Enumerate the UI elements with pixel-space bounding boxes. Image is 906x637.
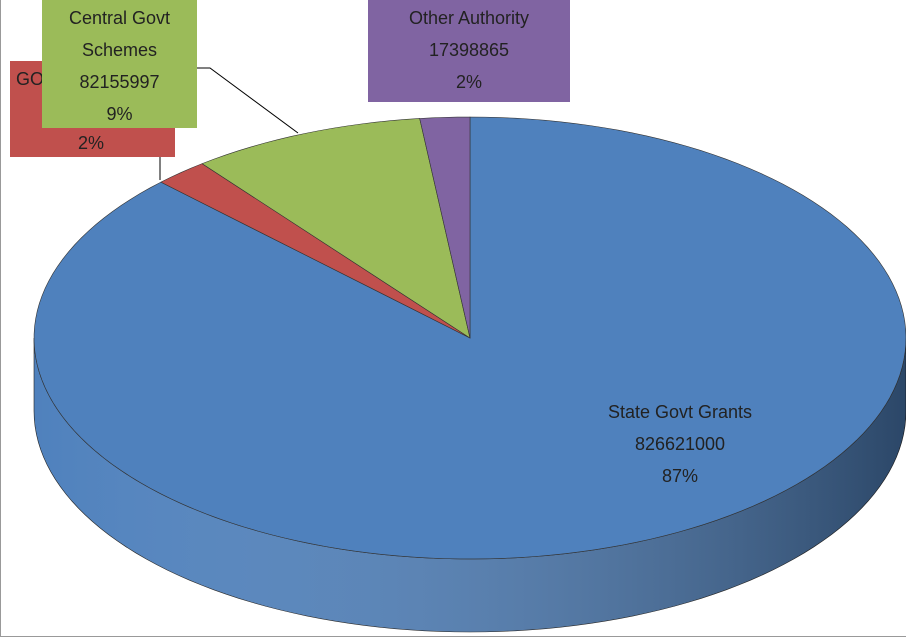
label-value: 82155997 [79, 72, 160, 92]
slice-side-shade [34, 338, 906, 632]
label-name: State Govt Grants [607, 402, 753, 422]
label-percent: 87% [661, 466, 699, 486]
label-name: Other Authority [408, 8, 530, 28]
data-label: State Govt Grants 826621000 87% [560, 394, 800, 494]
slice [201, 118, 471, 339]
label-percent: 9% [106, 104, 133, 124]
label-value: 826621000 [634, 434, 726, 454]
slice [419, 116, 471, 339]
label-name: Central Govt Schemes [68, 8, 171, 60]
data-label: Central Govt Schemes 82155997 9% [42, 0, 197, 128]
label-percent: 2% [455, 72, 482, 92]
leader-line [197, 67, 299, 134]
label-value: 17398865 [428, 40, 510, 60]
label-percent: 2% [78, 133, 105, 153]
label-name: GO [16, 69, 45, 89]
data-label: Other Authority 17398865 2% [368, 0, 570, 102]
